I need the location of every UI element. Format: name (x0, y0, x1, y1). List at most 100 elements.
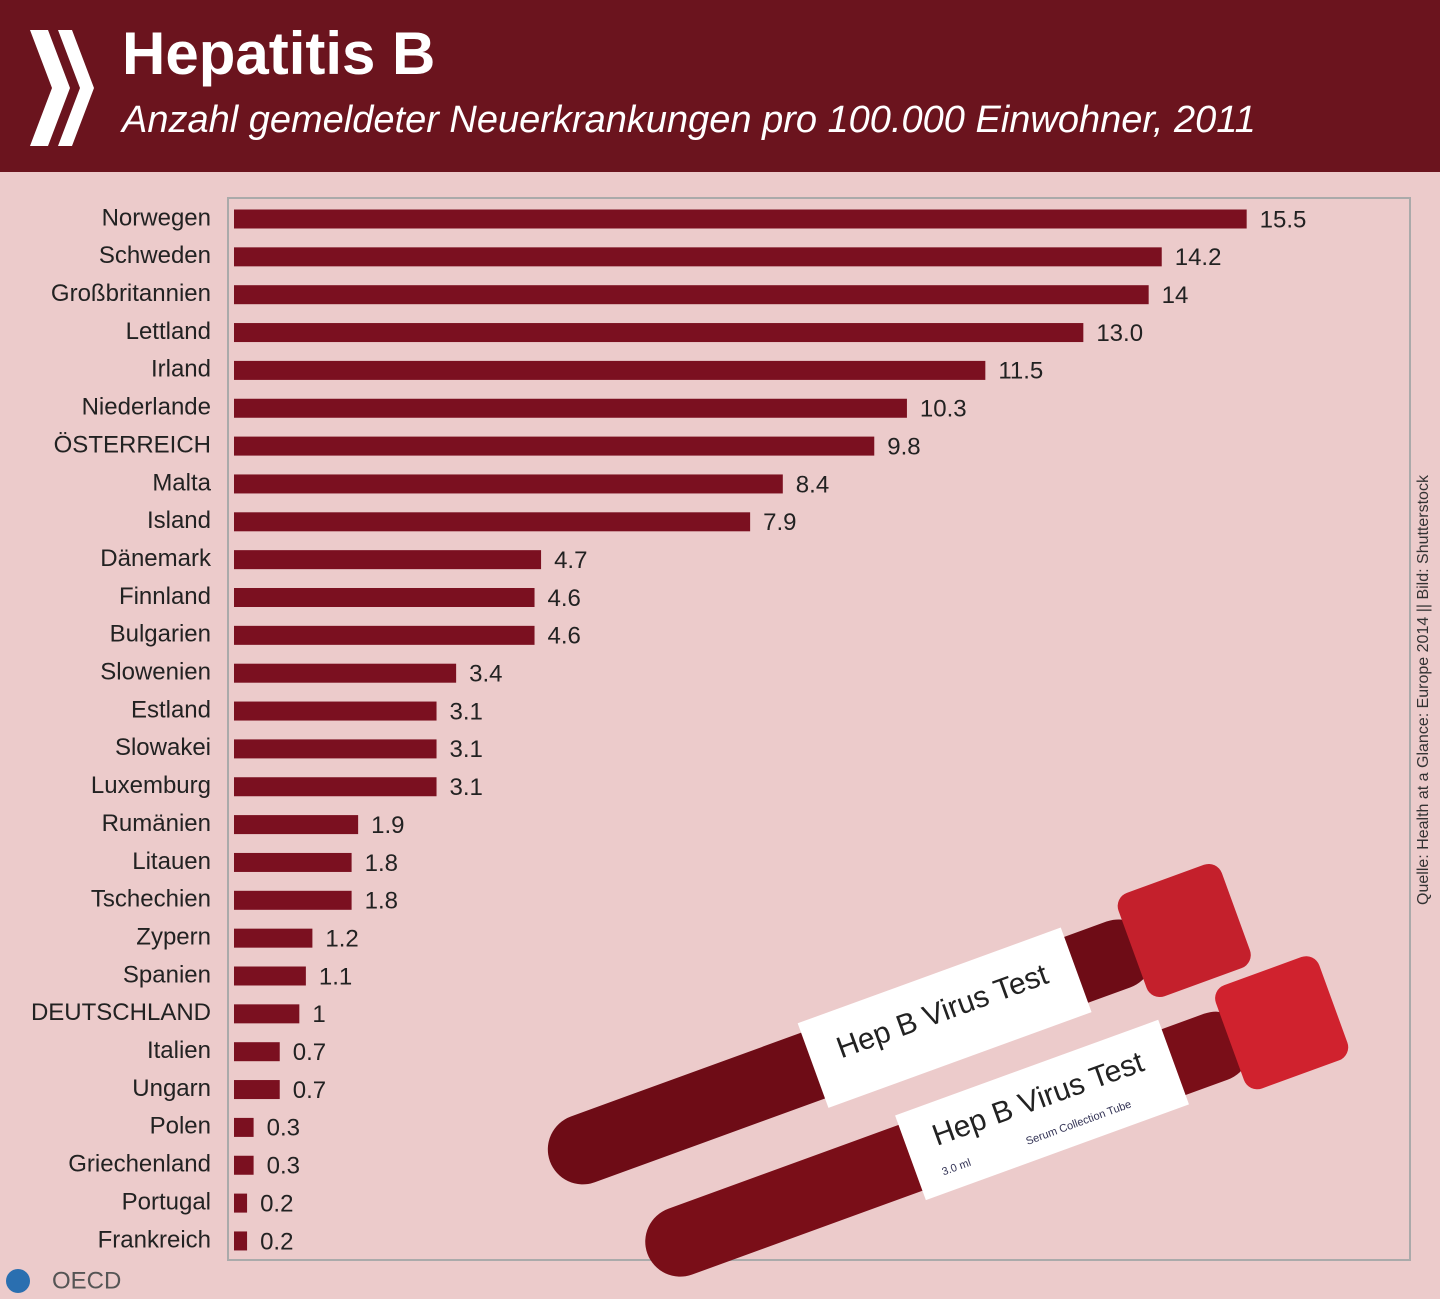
tube-cap (1215, 956, 1349, 1090)
category-label: Litauen (132, 848, 211, 875)
bar (234, 550, 542, 570)
bar (234, 247, 1162, 267)
bar (234, 360, 986, 380)
category-label: Polen (150, 1113, 211, 1140)
bar (234, 815, 359, 835)
value-label: 4.6 (548, 623, 581, 650)
bar (234, 966, 306, 986)
category-label: ÖSTERREICH (54, 431, 211, 458)
tube-cap (1117, 863, 1251, 998)
value-label: 0.3 (267, 1115, 300, 1142)
value-label: 0.3 (267, 1153, 300, 1180)
value-label: 13.0 (1096, 320, 1143, 347)
category-label: Slowenien (100, 659, 211, 686)
category-label: Ungarn (132, 1075, 211, 1102)
value-label: 3.1 (450, 698, 483, 725)
category-label: Schweden (99, 242, 211, 269)
category-label: Malta (152, 469, 211, 496)
value-label: 11.5 (998, 358, 1043, 385)
value-label: 3.4 (469, 661, 502, 688)
value-label: 1 (312, 1001, 325, 1028)
bar (234, 588, 535, 607)
bar (234, 474, 783, 494)
category-label: Island (147, 507, 211, 534)
category-label: Dänemark (100, 545, 212, 572)
tube-label (797, 927, 1092, 1108)
value-label: 9.8 (887, 433, 920, 460)
tube-label (895, 1019, 1189, 1201)
bar (234, 928, 313, 948)
logo: OECD (52, 1267, 121, 1294)
bar (234, 209, 1247, 229)
category-label: Lettland (126, 318, 211, 345)
value-label: 0.7 (293, 1077, 326, 1104)
value-label: 0.7 (293, 1039, 326, 1066)
category-label: Estland (131, 696, 211, 723)
value-label: 0.2 (260, 1228, 293, 1255)
bar (234, 1080, 280, 1100)
category-label: Italien (147, 1037, 211, 1064)
header (0, 0, 1440, 172)
bar (234, 1155, 254, 1175)
chevron (58, 30, 94, 146)
bar (234, 739, 437, 759)
value-label: 7.9 (763, 509, 796, 536)
category-label: Rumänien (102, 810, 211, 837)
category-label: Bulgarien (110, 621, 211, 648)
chart-title: Hepatitis B (122, 20, 435, 87)
illustration: Hep B Virus Test Hep B Virus Test Serum … (547, 863, 1349, 1277)
value-label: 1.8 (365, 888, 398, 915)
value-label: 14.2 (1175, 244, 1222, 271)
category-label: Frankreich (98, 1226, 211, 1253)
category-label: Finnland (119, 583, 211, 610)
value-label: 1.9 (371, 812, 404, 839)
value-label: 14 (1162, 282, 1189, 309)
plot-frame (227, 197, 1411, 1261)
bar (234, 436, 875, 456)
category-label: Niederlande (82, 394, 211, 421)
category-label: Portugal (122, 1188, 211, 1215)
bar (234, 512, 751, 532)
category-label: Luxemburg (91, 772, 211, 799)
value-label: 4.6 (548, 585, 581, 612)
logo-globe (6, 1269, 30, 1293)
value-label: 3.1 (450, 736, 483, 763)
value-label: 10.3 (920, 396, 967, 423)
bar (234, 625, 535, 645)
bar (234, 701, 437, 721)
category-label: Spanien (123, 961, 211, 988)
source: Quelle: Health at a Glance: Europe 2014 … (1415, 474, 1432, 905)
value-label: 8.4 (796, 471, 829, 498)
bar (234, 285, 1149, 305)
chart-subtitle: Anzahl gemeldeter Neuerkrankungen pro 10… (120, 99, 1256, 141)
category-label: Großbritannien (51, 280, 211, 307)
bar (234, 663, 457, 683)
value-label: 1.8 (365, 850, 398, 877)
value-label: 1.2 (325, 925, 358, 952)
category-label: Zypern (136, 923, 211, 950)
bar (234, 852, 352, 872)
value-label: 1.1 (319, 963, 352, 990)
bar (234, 1004, 300, 1024)
bar (234, 777, 437, 797)
bar (234, 1193, 248, 1213)
category-label: Griechenland (68, 1151, 211, 1178)
category-label: Irland (151, 356, 211, 383)
bar (234, 890, 352, 910)
bar (234, 1117, 254, 1137)
bar (234, 1231, 248, 1251)
category-label: DEUTSCHLAND (31, 999, 211, 1026)
bar (234, 323, 1084, 343)
bar (234, 1042, 280, 1062)
value-label: 4.7 (554, 547, 587, 574)
category-label: Tschechien (91, 886, 211, 913)
bar (234, 398, 907, 418)
chevron (30, 30, 70, 146)
value-label: 3.1 (450, 774, 483, 801)
value-label: 15.5 (1260, 206, 1307, 233)
category-label: Norwegen (102, 204, 211, 231)
category-label: Slowakei (115, 734, 211, 761)
value-label: 0.2 (260, 1190, 293, 1217)
